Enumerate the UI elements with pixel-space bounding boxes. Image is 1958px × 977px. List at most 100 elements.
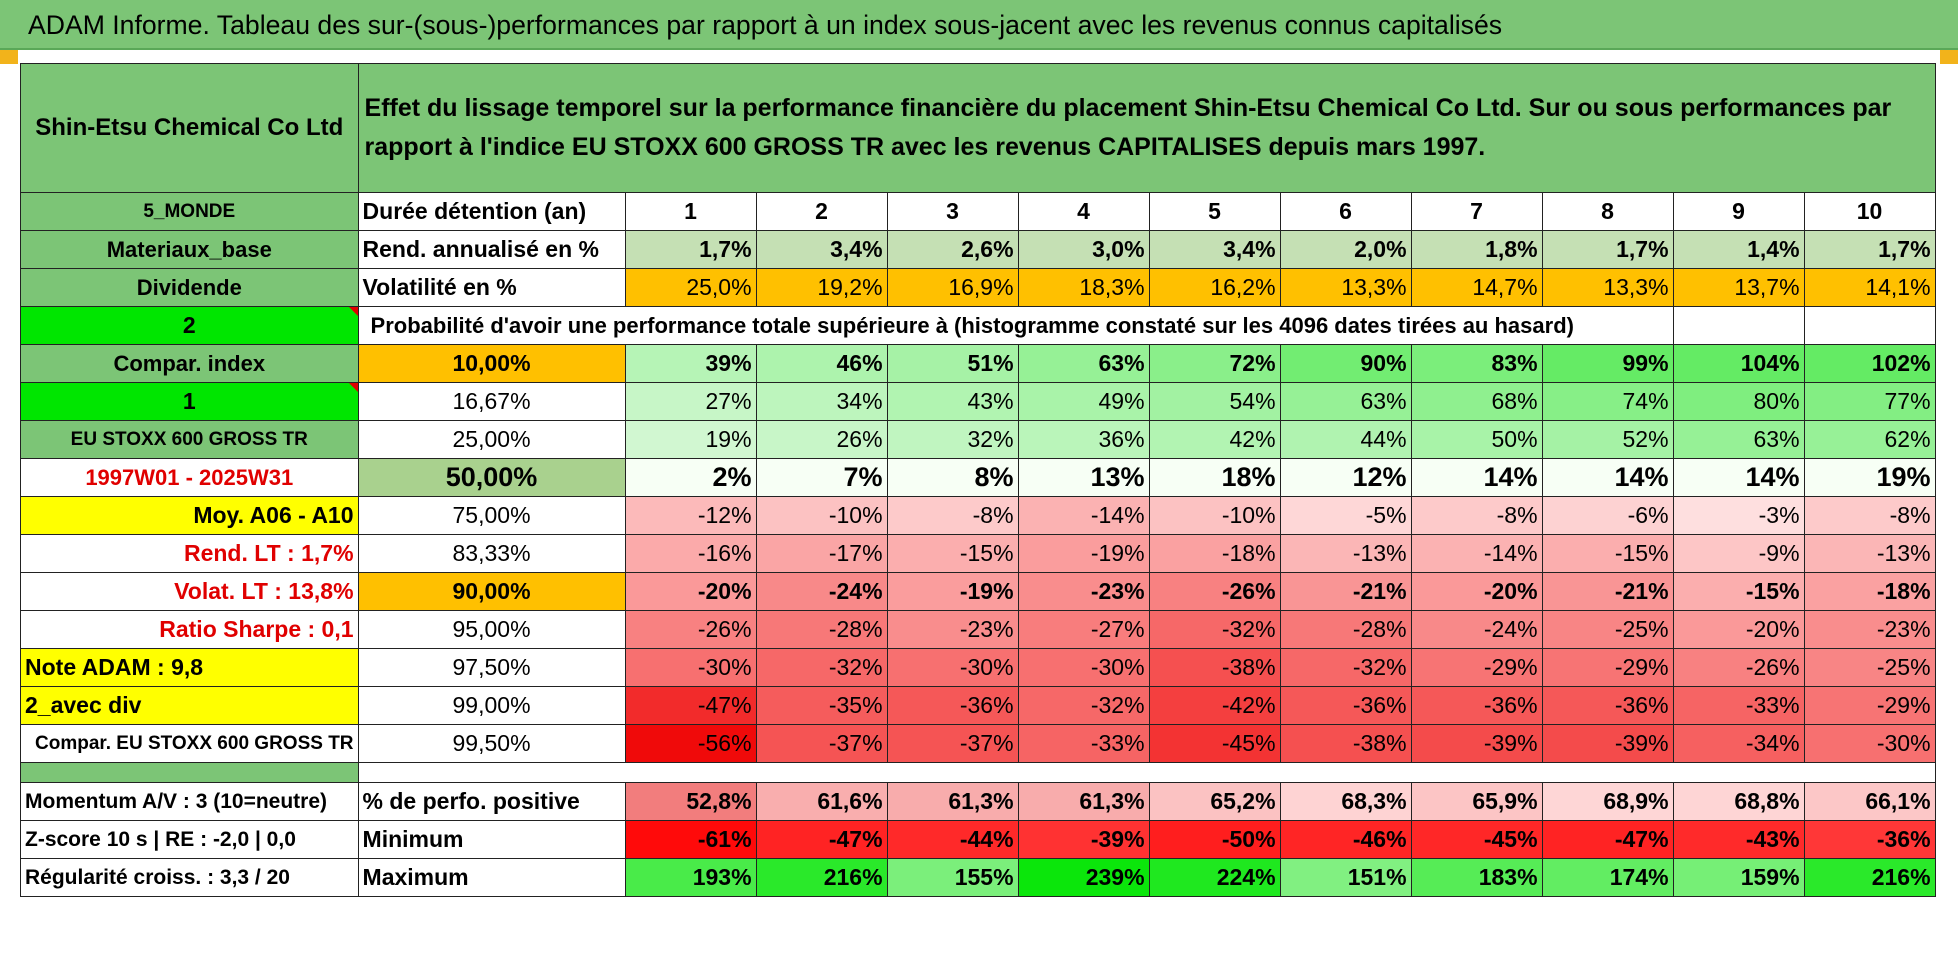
percentile-value-cell: -15% (1541, 534, 1674, 573)
percentile-value-cell: 14% (1410, 458, 1543, 497)
volatility-cell: 16,9% (886, 268, 1019, 307)
sharpe-ratio-label: Ratio Sharpe : 0,1 (20, 610, 359, 649)
year-header-cell: 9 (1672, 192, 1805, 231)
percentile-value-cell: 72% (1148, 344, 1281, 383)
annualized-return-cell: 2,6% (886, 230, 1019, 269)
year-header-cell: 3 (886, 192, 1019, 231)
percentile-value-cell: -14% (1410, 534, 1543, 573)
percentile-value-cell: 49% (1017, 382, 1150, 421)
percentile-value-cell: -25% (1803, 648, 1936, 687)
positive-performance-cell: 61,3% (1017, 782, 1150, 821)
percentile-value-cell: -23% (886, 610, 1019, 649)
percentile-value-cell: 36% (1017, 420, 1150, 459)
percentile-value-cell: 44% (1279, 420, 1412, 459)
adam-score-label: Note ADAM : 9,8 (20, 648, 359, 687)
maximum-value-cell: 193% (624, 858, 757, 897)
percentile-value-cell: -15% (886, 534, 1019, 573)
quantile-threshold-cell: 10,00% (357, 344, 626, 383)
percentile-value-cell: 34% (755, 382, 888, 421)
percentile-value-cell: -10% (755, 496, 888, 535)
percentile-value-cell: -8% (1410, 496, 1543, 535)
parameter-cell-2[interactable]: 1 (20, 382, 359, 421)
year-header-cell: 10 (1803, 192, 1936, 231)
percentile-value-cell: -28% (755, 610, 888, 649)
percentile-value-cell: -13% (1279, 534, 1412, 573)
percentile-value-cell: 50% (1410, 420, 1543, 459)
minimum-label: Minimum (357, 820, 626, 859)
percentile-value-cell: -23% (1017, 572, 1150, 611)
percentile-value-cell: -3% (1672, 496, 1805, 535)
percentile-value-cell: -32% (755, 648, 888, 687)
percentile-value-cell: 54% (1148, 382, 1281, 421)
maximum-value-cell: 174% (1541, 858, 1674, 897)
volatility-cell: 25,0% (624, 268, 757, 307)
minimum-value-cell: -36% (1803, 820, 1936, 859)
percentile-value-cell: -18% (1803, 572, 1936, 611)
volatility-cell: 13,3% (1541, 268, 1674, 307)
performance-table: Shin-Etsu Chemical Co Ltd Effet du lissa… (20, 63, 1936, 897)
percentile-value-cell: -17% (755, 534, 888, 573)
volatility-cell: 14,1% (1803, 268, 1936, 307)
percentile-value-cell: -23% (1803, 610, 1936, 649)
percentile-value-cell: 90% (1279, 344, 1412, 383)
percentile-value-cell: 62% (1803, 420, 1936, 459)
annualized-return-cell: 1,7% (1541, 230, 1674, 269)
minimum-value-cell: -45% (1410, 820, 1543, 859)
report-banner-title: ADAM Informe. Tableau des sur-(sous-)per… (0, 0, 1958, 50)
parameter-cell-1[interactable]: 2 (20, 306, 359, 345)
percentile-value-cell: -26% (1148, 572, 1281, 611)
percentile-value-cell: 32% (886, 420, 1019, 459)
annualized-return-cell: 1,7% (1803, 230, 1936, 269)
percentile-value-cell: -12% (624, 496, 757, 535)
left-edge-marker (0, 50, 18, 64)
positive-performance-cell: 61,6% (755, 782, 888, 821)
percentile-value-cell: -39% (1541, 724, 1674, 763)
percentile-value-cell: -29% (1410, 648, 1543, 687)
minimum-value-cell: -44% (886, 820, 1019, 859)
annualized-return-cell: 3,4% (1148, 230, 1281, 269)
percentile-value-cell: -9% (1672, 534, 1805, 573)
percentile-value-cell: -28% (1279, 610, 1412, 649)
index-name-label: EU STOXX 600 GROSS TR (20, 420, 359, 459)
percentile-value-cell: -24% (755, 572, 888, 611)
percentile-value-cell: -32% (1279, 648, 1412, 687)
percentile-value-cell: -36% (1541, 686, 1674, 725)
percentile-value-cell: -42% (1148, 686, 1281, 725)
percentile-value-cell: -16% (624, 534, 757, 573)
percentile-value-cell: -32% (1148, 610, 1281, 649)
percentile-value-cell: -21% (1541, 572, 1674, 611)
positive-performance-cell: 61,3% (886, 782, 1019, 821)
regularity-label: Régularité croiss. : 3,3 / 20 (20, 858, 359, 897)
quantile-threshold-cell: 99,50% (357, 724, 626, 763)
year-header-cell: 4 (1017, 192, 1150, 231)
percentile-value-cell: -30% (886, 648, 1019, 687)
quantile-threshold-cell: 16,67% (357, 382, 626, 421)
percentile-value-cell: -45% (1148, 724, 1281, 763)
long-term-return-label: Rend. LT : 1,7% (20, 534, 359, 573)
holding-duration-label: Durée détention (an) (357, 192, 626, 231)
percentile-value-cell: -36% (886, 686, 1019, 725)
year-header-cell: 1 (624, 192, 757, 231)
zscore-label: Z-score 10 s | RE : -2,0 | 0,0 (20, 820, 359, 859)
empty-cell (1803, 306, 1936, 345)
quantile-threshold-cell: 95,00% (357, 610, 626, 649)
company-name: Shin-Etsu Chemical Co Ltd (20, 63, 359, 193)
percentile-value-cell: -33% (1672, 686, 1805, 725)
minimum-value-cell: -46% (1279, 820, 1412, 859)
percentile-value-cell: -56% (624, 724, 757, 763)
volatility-cell: 14,7% (1410, 268, 1543, 307)
minimum-value-cell: -43% (1672, 820, 1805, 859)
volatility-cell: 16,2% (1148, 268, 1281, 307)
positive-performance-cell: 68,8% (1672, 782, 1805, 821)
percentile-value-cell: 51% (886, 344, 1019, 383)
percentile-value-cell: -27% (1017, 610, 1150, 649)
positive-performance-cell: 52,8% (624, 782, 757, 821)
percentile-value-cell: 42% (1148, 420, 1281, 459)
minimum-value-cell: -50% (1148, 820, 1281, 859)
volatility-label: Volatilité en % (357, 268, 626, 307)
percentile-value-cell: -10% (1148, 496, 1281, 535)
percentile-value-cell: -30% (1017, 648, 1150, 687)
percentile-value-cell: -34% (1672, 724, 1805, 763)
maximum-value-cell: 151% (1279, 858, 1412, 897)
percentile-value-cell: -35% (755, 686, 888, 725)
